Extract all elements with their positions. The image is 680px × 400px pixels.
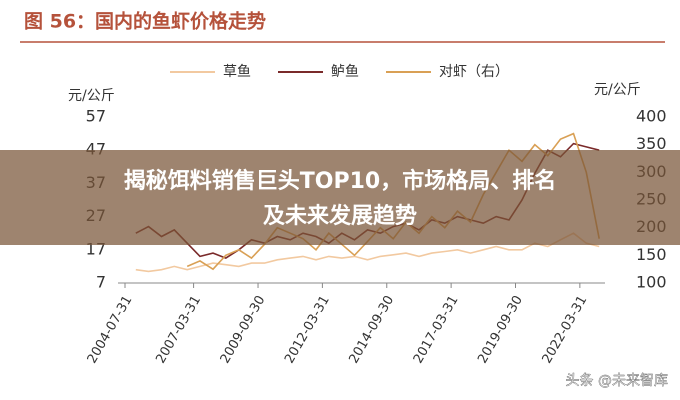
- y2-tick-label: 150: [636, 245, 667, 264]
- legend-label: 草鱼: [223, 63, 251, 80]
- series-line: [135, 232, 600, 273]
- banner-line: 揭秘饵料销售巨头TOP10，市场格局、排名: [124, 168, 556, 194]
- y-tick-label: 7: [96, 273, 106, 292]
- legend-label: 对虾（右）: [439, 64, 509, 80]
- banner-line: 及未来发展趋势: [263, 203, 417, 229]
- y2-tick-label: 100: [636, 273, 667, 292]
- y2-tick-label: 400: [636, 107, 667, 126]
- y2-tick-label: 350: [636, 134, 667, 153]
- legend-label: 鲈鱼: [331, 63, 359, 80]
- y-axis-label: 元/公斤: [68, 88, 115, 104]
- banner: [0, 150, 680, 245]
- chart-title: 图 56：国内的鱼虾价格走势: [24, 10, 266, 33]
- watermark: 头条 @未来智库: [566, 372, 668, 389]
- y-tick-label: 57: [86, 107, 106, 126]
- overlay: 揭秘饵料销售巨头TOP10，市场格局、排名 及未来发展趋势 头条 @未来智库: [0, 150, 680, 389]
- y2-axis-label: 元/公斤: [594, 82, 641, 98]
